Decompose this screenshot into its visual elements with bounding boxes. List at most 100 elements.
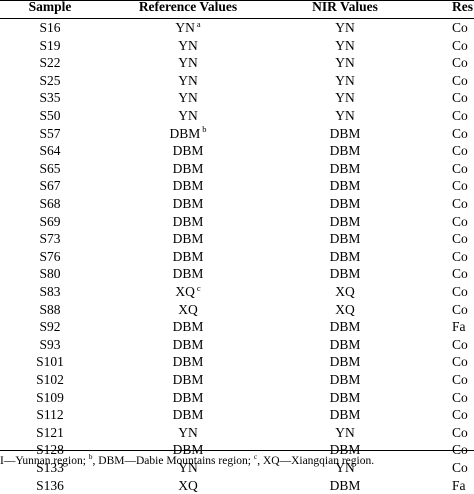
reference-value: YN	[178, 72, 198, 88]
cell-result: Co	[452, 389, 468, 405]
header-reference-values: Reference Values	[138, 0, 238, 14]
reference-value: DBM	[172, 319, 204, 335]
table-bottom-rule	[0, 450, 474, 451]
cell-result: Fa	[452, 477, 466, 493]
table-row: S64 DBM DBM Co	[0, 142, 474, 160]
cell-result: Co	[452, 72, 468, 88]
cell-reference: YN	[108, 89, 268, 107]
cell-reference: XQ c	[108, 283, 268, 301]
table-header: Sample Reference Values NIR Values Res	[0, 0, 474, 18]
cell-reference: YN	[108, 72, 268, 90]
header-result: Res	[452, 0, 473, 14]
reference-value: XQ	[178, 477, 198, 493]
reference-value: DBM	[172, 143, 204, 159]
footnote-text-c: , XQ—Xiangqian region.	[257, 455, 375, 467]
table-row: S65 DBM DBM Co	[0, 160, 474, 178]
reference-value: YN	[178, 37, 198, 53]
cell-reference: DBM	[108, 265, 268, 283]
reference-value: DBM	[172, 213, 204, 229]
cell-nir: YN	[335, 37, 355, 53]
header-sample: Sample	[28, 0, 72, 14]
cell-nir: YN	[335, 20, 355, 35]
footnote-text-a: I—Yunnan region;	[0, 455, 89, 467]
table-row: S80 DBM DBM Co	[0, 265, 474, 283]
reference-value: YN	[178, 55, 198, 71]
cell-sample: S80	[39, 266, 61, 282]
cell-result: Co	[452, 442, 468, 458]
cell-sample: S88	[39, 301, 61, 317]
cell-result: Co	[452, 424, 468, 440]
cell-sample: S128	[36, 442, 64, 458]
table-row: S50 YN YN Co	[0, 107, 474, 125]
cell-result: Co	[452, 55, 468, 71]
table-row: S73 DBM DBM Co	[0, 230, 474, 248]
cell-reference: DBM	[108, 371, 268, 389]
cell-nir: YN	[335, 108, 355, 123]
cell-result: Co	[452, 301, 468, 317]
cell-sample: S57	[39, 125, 61, 141]
cell-nir: XQ	[335, 284, 355, 299]
cell-nir: DBM	[329, 196, 361, 211]
footnote-mark-b: b	[88, 452, 93, 462]
cell-reference: DBM	[108, 406, 268, 424]
cell-sample: S93	[39, 336, 61, 352]
cell-nir: YN	[335, 72, 355, 88]
cell-reference: YN	[108, 37, 268, 55]
reference-value: DBM	[169, 125, 201, 141]
table-top-rule	[0, 0, 474, 1]
reference-value: DBM	[172, 178, 204, 194]
cell-sample: S76	[39, 248, 61, 264]
cell-sample: S92	[39, 319, 61, 335]
reference-value: DBM	[172, 442, 204, 458]
header-nir-values: NIR Values	[312, 0, 378, 14]
cell-reference: XQ	[108, 301, 268, 319]
footnote-marker: b	[202, 124, 207, 135]
cell-sample: S101	[36, 354, 64, 370]
cell-sample: S102	[36, 372, 64, 387]
cell-reference: DBM	[108, 248, 268, 266]
cell-result: Co	[452, 90, 468, 106]
cell-result: Co	[452, 125, 468, 141]
cell-result: Co	[452, 354, 468, 370]
cell-sample: S69	[39, 213, 61, 229]
table-row: S88 XQ XQ Co	[0, 301, 474, 319]
table-row: S16 YN a YN Co	[0, 19, 474, 37]
cell-reference: DBM	[108, 213, 268, 231]
cell-sample: S112	[36, 407, 64, 423]
cell-sample: S35	[39, 90, 61, 106]
reference-value: YN	[175, 20, 195, 35]
cell-reference: DBM b	[108, 125, 268, 143]
cell-sample: S64	[39, 143, 61, 159]
table-row: S83 XQ c XQ Co	[0, 283, 474, 301]
cell-nir: XQ	[335, 301, 355, 317]
table-row: S93 DBM DBM Co	[0, 336, 474, 354]
reference-value: DBM	[172, 248, 204, 264]
cell-sample: S25	[39, 72, 61, 88]
cell-reference: DBM	[108, 195, 268, 213]
cell-sample: S83	[39, 284, 61, 299]
cell-result: Co	[452, 266, 468, 282]
cell-result: Co	[452, 336, 468, 352]
cell-result: Co	[452, 460, 468, 475]
cell-nir: DBM	[329, 125, 361, 141]
cell-result: Co	[452, 248, 468, 264]
reference-value: DBM	[172, 407, 204, 423]
cell-nir: DBM	[329, 231, 361, 247]
footnote-text-b: , DBM—Dabie Mountains region;	[92, 455, 254, 467]
reference-value: YN	[178, 424, 198, 440]
cell-result: Co	[452, 196, 468, 211]
cell-reference: YN	[108, 54, 268, 72]
cell-nir: DBM	[329, 319, 361, 335]
cell-sample: S16	[39, 20, 61, 35]
table-row: S22 YN YN Co	[0, 54, 474, 72]
table-row: S133 YN YN Co	[0, 459, 474, 477]
cell-result: Fa	[452, 319, 466, 335]
cell-result: Co	[452, 20, 468, 35]
table-row: S112 DBM DBM Co	[0, 406, 474, 424]
reference-value: DBM	[172, 336, 204, 352]
reference-value: DBM	[172, 266, 204, 282]
table-row: S101 DBM DBM Co	[0, 353, 474, 371]
table-row: S102 DBM DBM Co	[0, 371, 474, 389]
cell-reference: YN	[108, 424, 268, 442]
cell-result: Co	[452, 178, 468, 194]
